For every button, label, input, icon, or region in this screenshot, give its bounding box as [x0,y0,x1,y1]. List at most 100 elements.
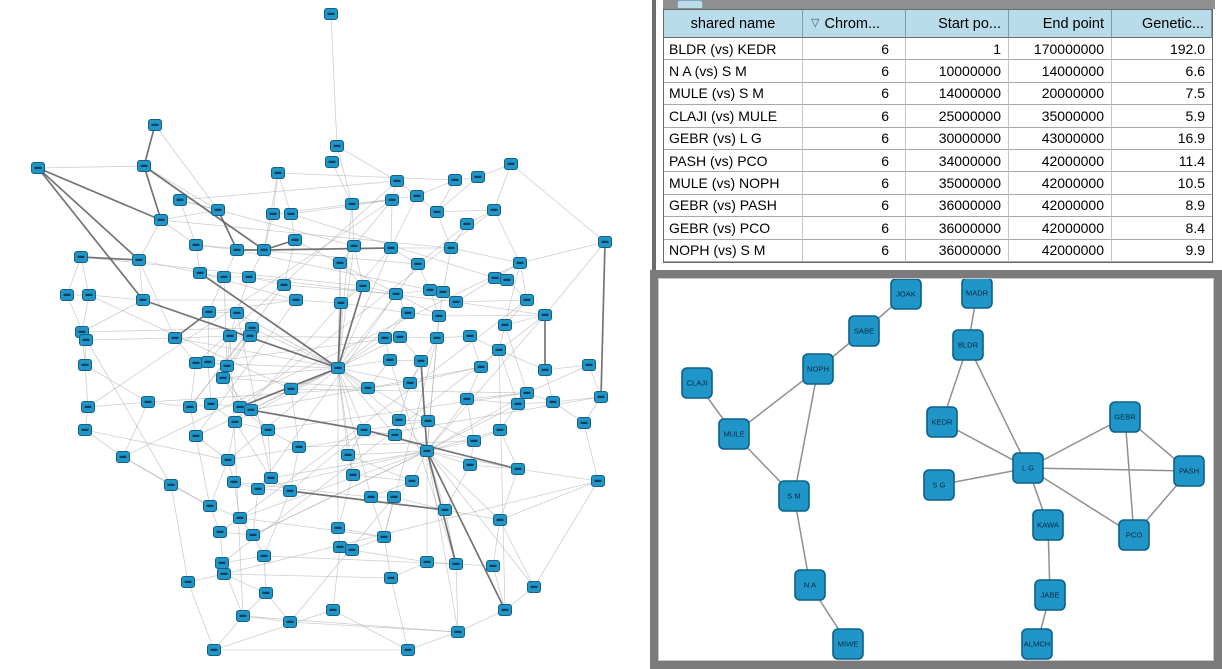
cell-shared-name[interactable]: MULE (vs) S M [664,82,803,106]
big-network-node[interactable] [378,332,392,344]
big-network-node[interactable] [591,475,605,487]
big-network-node[interactable] [511,463,525,475]
big-network-node[interactable] [230,307,244,319]
big-network-node[interactable] [243,330,257,342]
big-network-node[interactable] [292,441,306,453]
big-network-node[interactable] [116,451,130,463]
large-network-canvas[interactable] [0,0,652,669]
big-network-node[interactable] [31,162,45,174]
big-network-node[interactable] [154,214,168,226]
subnetwork-canvas[interactable]: JOAK MADR SABE NOPH CLAJI MULE BLDR KEDR GEBR L G… [659,279,1213,660]
big-network-node[interactable] [201,356,215,368]
big-network-node[interactable] [361,382,375,394]
big-network-node[interactable] [377,531,391,543]
big-network-node[interactable] [78,359,92,371]
big-network-node[interactable] [405,475,419,487]
big-network-node[interactable] [411,258,425,270]
big-network-node[interactable] [189,239,203,251]
network-node-noph[interactable]: NOPH [802,353,834,385]
big-network-node[interactable] [387,491,401,503]
big-network-node[interactable] [251,483,265,495]
big-network-node[interactable] [207,644,221,656]
big-network-node[interactable] [283,485,297,497]
big-network-node[interactable] [438,504,452,516]
big-network-node[interactable] [346,469,360,481]
big-network-node[interactable] [356,280,370,292]
big-network-node[interactable] [266,208,280,220]
big-network-node[interactable] [325,156,339,168]
big-network-node[interactable] [264,472,278,484]
big-network-node[interactable] [444,242,458,254]
big-network-node[interactable] [384,572,398,584]
big-network-node[interactable] [148,119,162,131]
big-network-node[interactable] [345,198,359,210]
big-network-node[interactable] [451,626,465,638]
big-network-node[interactable] [189,430,203,442]
big-network-node[interactable] [217,271,231,283]
big-network-node[interactable] [181,576,195,588]
big-network-node[interactable] [259,587,273,599]
big-network-node[interactable] [520,294,534,306]
big-network-node[interactable] [244,404,258,416]
big-network-node[interactable] [333,541,347,553]
big-network-node[interactable] [414,355,428,367]
big-network-node[interactable] [223,330,237,342]
big-network-node[interactable] [289,294,303,306]
big-network-node[interactable] [520,387,534,399]
big-network-node[interactable] [498,604,512,616]
big-network-node[interactable] [330,140,344,152]
big-network-node[interactable] [283,616,297,628]
network-node-kawa[interactable]: KAWA [1032,509,1064,541]
network-node-joak[interactable]: JOAK [890,279,922,310]
cell-shared-name[interactable]: GEBR (vs) PASH [664,194,803,218]
big-network-node[interactable] [500,274,514,286]
big-network-node[interactable] [324,8,338,20]
big-network-node[interactable] [538,364,552,376]
network-node-claji[interactable]: CLAJI [681,367,713,399]
big-network-node[interactable] [261,424,275,436]
big-network-node[interactable] [79,334,93,346]
big-network-node[interactable] [486,560,500,572]
big-network-node[interactable] [137,160,151,172]
big-network-node[interactable] [393,331,407,343]
big-network-node[interactable] [390,175,404,187]
big-network-node[interactable] [331,522,345,534]
big-network-node[interactable] [401,644,415,656]
big-network-node[interactable] [236,610,250,622]
network-node-s-m[interactable]: S M [778,480,810,512]
big-network-node[interactable] [538,309,552,321]
cell-shared-name[interactable]: N A (vs) S M [664,60,803,83]
network-node-n-a[interactable]: N A [794,569,826,601]
column-header-1[interactable]: ▽ Chrom... [803,10,906,38]
big-network-node[interactable] [132,254,146,266]
cell-shared-name[interactable]: MULE (vs) NOPH [664,172,803,195]
big-network-node[interactable] [511,398,525,410]
cell-shared-name[interactable]: GEBR (vs) PCO [664,217,803,240]
big-network-node[interactable] [471,171,485,183]
big-network-node[interactable] [492,344,506,356]
big-network-node[interactable] [277,279,291,291]
big-network-node[interactable] [216,372,230,384]
big-network-node[interactable] [421,415,435,427]
big-network-node[interactable] [430,332,444,344]
big-network-node[interactable] [341,449,355,461]
big-network-node[interactable] [257,244,271,256]
big-network-node[interactable] [582,359,596,371]
big-network-node[interactable] [527,581,541,593]
big-network-node[interactable] [546,396,560,408]
big-network-node[interactable] [460,393,474,405]
big-network-node[interactable] [423,284,437,296]
network-node-jabe[interactable]: JABE [1034,579,1066,611]
big-network-node[interactable] [467,435,481,447]
network-node-bldr[interactable]: BLDR [952,329,984,361]
filter-icon[interactable]: ▽ [811,17,820,29]
big-network-node[interactable] [211,204,225,216]
network-node-sabe[interactable]: SABE [848,315,880,347]
big-network-node[interactable] [189,357,203,369]
big-network-node[interactable] [410,190,424,202]
big-network-node[interactable] [347,240,361,252]
big-network-node[interactable] [389,288,403,300]
big-network-node[interactable] [403,377,417,389]
column-header-0[interactable]: shared name [664,10,803,38]
big-network-node[interactable] [141,396,155,408]
